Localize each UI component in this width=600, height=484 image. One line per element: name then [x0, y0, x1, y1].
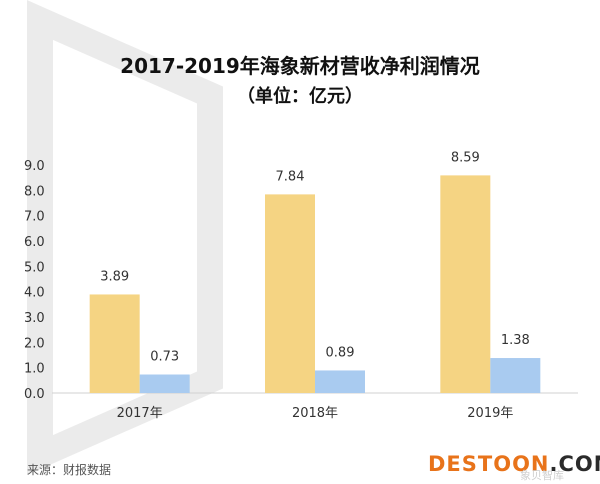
y-tick-label: 6.0 [24, 235, 45, 250]
watermark-site: DESTOON.COM [428, 452, 600, 476]
chart-title: 2017-2019年海象新材营收净利润情况 [120, 54, 480, 78]
data-label: 1.38 [501, 333, 530, 348]
y-tick-label: 2.0 [24, 336, 45, 351]
data-label: 8.59 [451, 150, 480, 165]
x-axis-categories: 2017年 2018年 2019年 [117, 406, 514, 421]
x-category-label: 2019年 [467, 406, 513, 421]
y-tick-label: 1.0 [24, 362, 45, 377]
x-category-label: 2018年 [292, 406, 338, 421]
bar [139, 374, 190, 393]
source-note: 来源：财报数据 [27, 462, 111, 477]
y-tick-label: 5.0 [24, 260, 45, 275]
y-tick-label: 8.0 [24, 184, 45, 199]
bar [265, 194, 315, 393]
watermark-site-b: .COM [550, 452, 600, 476]
bar [490, 358, 541, 393]
bar [315, 370, 365, 393]
data-label: 7.84 [276, 169, 305, 184]
background-watermark-logo [27, 0, 223, 475]
y-tick-label: 0.0 [24, 387, 45, 402]
x-category-label: 2017年 [117, 406, 163, 421]
data-label: 3.89 [100, 269, 129, 284]
data-label: 0.89 [326, 345, 355, 360]
bar [89, 294, 140, 393]
bars [89, 175, 541, 393]
watermark-site-a: DESTOON [428, 452, 550, 476]
data-labels: 3.89 0.73 7.84 0.89 8.59 1.38 [100, 150, 530, 364]
data-label: 0.73 [150, 350, 179, 365]
y-tick-label: 9.0 [24, 159, 45, 174]
y-tick-label: 7.0 [24, 210, 45, 225]
y-axis-ticks: 0.0 1.0 2.0 3.0 4.0 5.0 6.0 7.0 8.0 9.0 [24, 159, 45, 402]
chart-subtitle: （单位：亿元） [237, 85, 363, 107]
bar [440, 175, 491, 393]
y-tick-label: 3.0 [24, 311, 45, 326]
watermark-cn: 象贝智库 [520, 468, 564, 482]
y-tick-label: 4.0 [24, 286, 45, 301]
